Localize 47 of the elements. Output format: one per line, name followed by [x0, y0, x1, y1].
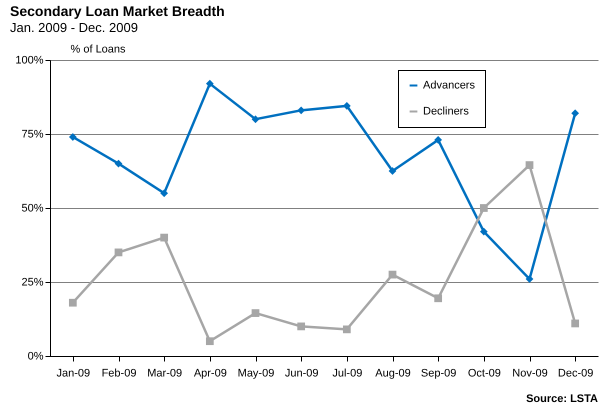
x-tick-label: Dec-09	[558, 368, 594, 380]
x-tick-label: Sep-09	[420, 368, 456, 380]
y-tick-label: 0%	[28, 350, 44, 362]
point	[114, 160, 122, 168]
point	[480, 204, 488, 212]
x-tick-label: Aug-09	[375, 368, 411, 380]
point	[388, 270, 396, 278]
point	[342, 325, 351, 334]
point	[160, 234, 168, 242]
x-tick-label: Apr-09	[194, 368, 227, 380]
x-tick-label: Jun-09	[284, 368, 318, 380]
point	[480, 228, 488, 236]
x-tick-label: Mar-09	[147, 368, 182, 380]
x-tick-label: Jul-09	[332, 368, 362, 380]
point	[297, 106, 306, 114]
point	[68, 298, 77, 307]
point	[526, 275, 534, 283]
y-tick-label: 75%	[21, 128, 44, 140]
point	[571, 109, 580, 118]
point	[114, 248, 122, 256]
point	[206, 337, 214, 346]
chart-title: Secondary Loan Market Breadth	[10, 3, 225, 19]
y-tick-label: 100%	[15, 54, 44, 66]
y-tick-label: 50%	[21, 202, 44, 214]
y-tick-label: 25%	[21, 276, 44, 288]
point	[571, 320, 580, 328]
legend-label: Advancers	[423, 80, 476, 92]
point	[388, 167, 396, 175]
point	[526, 161, 534, 169]
point	[434, 136, 442, 144]
chart-subtitle: Jan. 2009 - Dec. 2009	[10, 20, 138, 35]
point	[206, 80, 214, 88]
source-note: Source: LSTA	[526, 393, 598, 404]
point	[68, 133, 77, 141]
x-tick-label: May-09	[238, 368, 274, 380]
x-tick-label: Jan-09	[56, 368, 90, 380]
legend-label: Decliners	[423, 106, 470, 118]
y-axis-title: % of Loans	[70, 44, 126, 56]
point	[434, 294, 442, 302]
x-tick-label: Oct-09	[468, 368, 501, 380]
point	[297, 322, 306, 330]
point	[160, 189, 168, 198]
x-tick-label: Nov-09	[512, 368, 548, 380]
point	[342, 102, 351, 110]
x-tick-label: Feb-09	[102, 368, 136, 380]
point	[252, 115, 260, 124]
point	[252, 309, 260, 317]
